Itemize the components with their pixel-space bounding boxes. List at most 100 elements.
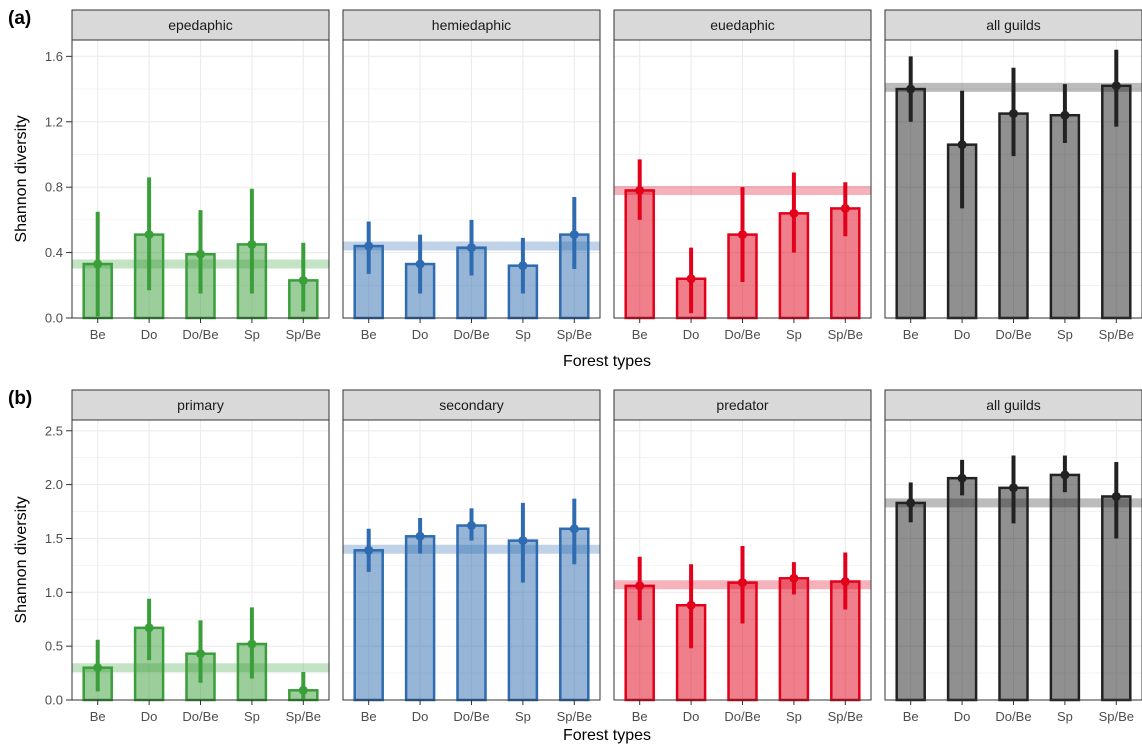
x-tick-label: Sp xyxy=(1057,709,1073,724)
x-tick-label: Do xyxy=(141,709,158,724)
mean-point xyxy=(518,261,528,271)
mean-point xyxy=(93,663,103,673)
y-tick-label: 0.0 xyxy=(45,311,63,326)
y-tick-label: 1.6 xyxy=(45,49,63,64)
x-tick-label: Sp/Be xyxy=(557,327,592,342)
x-tick-label: Sp/Be xyxy=(828,709,863,724)
mean-point xyxy=(196,649,205,659)
x-tick-label: Sp xyxy=(515,327,531,342)
mean-point xyxy=(686,600,696,610)
mean-point xyxy=(738,578,747,588)
mean-point xyxy=(364,545,374,555)
x-tick-label: Do xyxy=(683,327,700,342)
x-tick-label: Sp xyxy=(786,709,802,724)
x-tick-label: Sp/Be xyxy=(286,327,321,342)
bar-sp xyxy=(778,577,810,702)
x-tick-label: Do/Be xyxy=(453,709,489,724)
facet-strip-label: predator xyxy=(716,397,768,413)
mean-point xyxy=(467,243,476,253)
mean-point xyxy=(789,208,799,218)
x-tick-label: Be xyxy=(903,709,919,724)
facet-strip xyxy=(613,389,872,421)
facet-strip-label: primary xyxy=(177,397,224,413)
facet-strip-label: epedaphic xyxy=(168,17,233,33)
x-tick-label: Sp/Be xyxy=(557,709,592,724)
mean-point xyxy=(1060,110,1070,120)
facet-strip xyxy=(884,9,1142,41)
mean-point xyxy=(415,259,425,269)
facet-strip-label: secondary xyxy=(439,397,504,413)
facet-euedaphic: euedaphic Be Do Do/Be Sp Sp/Be xyxy=(613,9,872,342)
facet-strip-label: all guilds xyxy=(986,17,1040,33)
x-tick-label: Be xyxy=(632,709,648,724)
x-tick-label: Be xyxy=(632,327,648,342)
x-tick-label: Sp xyxy=(515,709,531,724)
mean-point xyxy=(1060,470,1070,480)
panel-label-b: (b) xyxy=(8,388,32,409)
y-tick-label: 1.0 xyxy=(45,585,63,600)
y-tick-label: 1.2 xyxy=(45,114,63,129)
facet-strip xyxy=(342,9,601,41)
mean-point xyxy=(686,274,696,284)
mean-point xyxy=(415,531,425,541)
x-tick-label: Be xyxy=(903,327,919,342)
facet-epedaphic: epedaphic Be Do Do/Be Sp Sp/Be xyxy=(71,9,330,342)
x-tick-label: Do/Be xyxy=(182,327,218,342)
y-tick-label: 2.0 xyxy=(45,477,63,492)
x-tick-label: Sp xyxy=(1057,327,1073,342)
mean-point xyxy=(906,498,916,508)
mean-point xyxy=(1009,483,1018,493)
x-tick-label: Do/Be xyxy=(724,327,760,342)
x-tick-label: Do/Be xyxy=(182,709,218,724)
x-axis-title: Forest types xyxy=(563,727,651,744)
x-tick-label: Do xyxy=(954,327,971,342)
facet-strip xyxy=(884,389,1142,421)
facet-primary: primary Be Do Do/Be Sp Sp/Be xyxy=(71,389,330,724)
facet-all-guilds: all guilds Be Do Do/Be Sp Sp/Be xyxy=(884,389,1142,724)
bar-be xyxy=(895,87,926,320)
mean-point xyxy=(635,581,645,591)
x-tick-label: Sp xyxy=(244,327,260,342)
facet-secondary: secondary Be Do Do/Be Sp Sp/Be xyxy=(342,389,601,724)
bar-do xyxy=(404,535,436,702)
bar-sp xyxy=(1049,473,1081,702)
facet-strip xyxy=(342,389,601,421)
mean-point xyxy=(957,473,967,483)
y-tick-label: 0.0 xyxy=(45,693,63,708)
facet-strip-label: all guilds xyxy=(986,397,1040,413)
bar-sp xyxy=(1049,113,1081,320)
x-tick-label: Sp/Be xyxy=(286,709,321,724)
mean-point xyxy=(518,536,528,546)
y-axis-title: Shannon diversity xyxy=(13,496,30,623)
bar-do-be xyxy=(456,524,487,702)
x-tick-label: Do/Be xyxy=(995,327,1031,342)
mean-point xyxy=(569,524,579,534)
bar-be xyxy=(895,501,926,702)
mean-point xyxy=(247,639,257,649)
x-tick-label: Sp/Be xyxy=(1099,327,1134,342)
mean-point xyxy=(1009,109,1018,119)
x-tick-label: Sp xyxy=(244,709,260,724)
y-tick-label: 1.5 xyxy=(45,531,63,546)
mean-point xyxy=(364,241,374,251)
y-tick-label: 2.5 xyxy=(45,423,63,438)
mean-point xyxy=(957,140,967,150)
mean-point xyxy=(298,685,308,695)
mean-point xyxy=(738,230,747,240)
facet-strip-label: hemiedaphic xyxy=(432,17,511,33)
x-tick-label: Do xyxy=(954,709,971,724)
x-tick-label: Do/Be xyxy=(995,709,1031,724)
mean-point xyxy=(840,577,850,587)
x-tick-label: Be xyxy=(361,709,377,724)
bar-do xyxy=(946,476,978,702)
x-tick-label: Do/Be xyxy=(453,327,489,342)
mean-point xyxy=(1111,81,1121,91)
mean-point xyxy=(789,573,799,583)
facet-all-guilds: all guilds Be Do Do/Be Sp Sp/Be xyxy=(884,9,1142,342)
x-tick-label: Sp/Be xyxy=(828,327,863,342)
mean-point xyxy=(840,203,850,213)
facet-strip-label: euedaphic xyxy=(710,17,775,33)
x-tick-label: Do xyxy=(412,709,429,724)
y-tick-label: 0.5 xyxy=(45,639,63,654)
mean-point xyxy=(906,84,916,94)
